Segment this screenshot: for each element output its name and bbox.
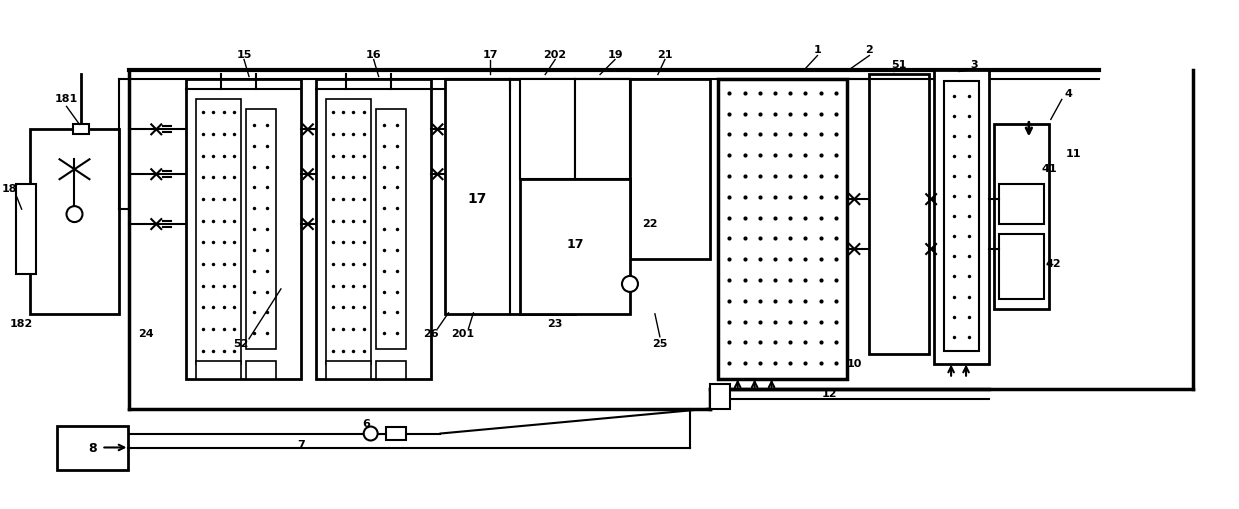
Text: 19: 19 bbox=[607, 49, 623, 60]
Text: 17: 17 bbox=[483, 49, 498, 60]
Bar bbox=[717, 79, 847, 379]
Text: 22: 22 bbox=[642, 219, 658, 229]
Text: 51: 51 bbox=[892, 60, 907, 70]
Bar bbox=[30, 129, 119, 314]
Circle shape bbox=[622, 276, 638, 292]
Text: 2: 2 bbox=[865, 45, 873, 54]
Text: 23: 23 bbox=[548, 319, 563, 329]
Bar bbox=[520, 179, 629, 314]
Text: 3: 3 bbox=[970, 60, 978, 70]
Bar bbox=[629, 79, 710, 259]
Text: 182: 182 bbox=[10, 319, 33, 329]
Text: 181: 181 bbox=[55, 95, 78, 104]
Bar bbox=[57, 426, 129, 470]
Bar bbox=[520, 79, 575, 179]
Circle shape bbox=[364, 427, 378, 440]
Bar bbox=[375, 361, 405, 379]
Text: 25: 25 bbox=[652, 339, 668, 349]
Text: 41: 41 bbox=[1041, 164, 1057, 174]
Text: 11: 11 bbox=[1066, 149, 1082, 159]
Text: 201: 201 bbox=[451, 329, 475, 339]
Bar bbox=[934, 70, 989, 364]
Text: 24: 24 bbox=[139, 329, 154, 339]
Bar bbox=[870, 74, 929, 354]
Text: 52: 52 bbox=[233, 339, 249, 349]
Text: 202: 202 bbox=[544, 49, 566, 60]
Text: 26: 26 bbox=[422, 329, 439, 339]
Text: 42: 42 bbox=[1046, 259, 1062, 269]
Bar bbox=[999, 234, 1043, 299]
Circle shape bbox=[67, 206, 83, 222]
Bar bbox=[710, 384, 730, 409]
Text: 8: 8 bbox=[88, 442, 97, 455]
Text: 17: 17 bbox=[566, 238, 584, 250]
Bar bbox=[247, 109, 276, 349]
Text: 21: 21 bbox=[657, 49, 673, 60]
Text: 18: 18 bbox=[2, 184, 17, 194]
Bar bbox=[326, 361, 370, 379]
Text: 10: 10 bbox=[846, 359, 862, 369]
Text: 16: 16 bbox=[366, 49, 382, 60]
Text: 7: 7 bbox=[297, 440, 305, 450]
Text: 6: 6 bbox=[362, 418, 369, 429]
Bar bbox=[999, 184, 1043, 224]
Bar bbox=[944, 81, 979, 351]
Text: 1: 1 bbox=[814, 45, 821, 54]
Bar bbox=[375, 109, 405, 349]
Text: 15: 15 bbox=[237, 49, 252, 60]
Bar bbox=[186, 79, 301, 379]
Text: 17: 17 bbox=[467, 192, 487, 206]
Bar bbox=[196, 99, 242, 364]
Text: 4: 4 bbox=[1064, 90, 1073, 99]
Bar bbox=[316, 79, 430, 379]
Bar bbox=[446, 79, 575, 314]
Bar bbox=[575, 79, 629, 179]
Bar bbox=[326, 99, 370, 364]
Bar bbox=[994, 124, 1049, 309]
Bar bbox=[73, 124, 89, 134]
Text: 12: 12 bbox=[821, 388, 838, 399]
Bar bbox=[385, 427, 405, 440]
Bar bbox=[247, 361, 276, 379]
Bar bbox=[16, 184, 36, 274]
Bar bbox=[196, 361, 242, 379]
